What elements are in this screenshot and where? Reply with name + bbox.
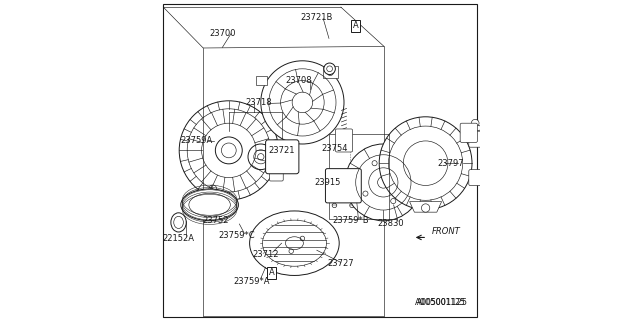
Circle shape (345, 144, 422, 221)
Circle shape (379, 117, 472, 210)
Text: 23718: 23718 (246, 98, 273, 107)
Circle shape (475, 174, 481, 181)
Text: 23915: 23915 (314, 178, 340, 187)
Text: 23759A: 23759A (180, 136, 213, 145)
FancyBboxPatch shape (266, 140, 299, 174)
Circle shape (399, 170, 404, 175)
Circle shape (390, 198, 396, 204)
Circle shape (333, 177, 343, 188)
Text: 23759*C: 23759*C (218, 231, 255, 240)
FancyBboxPatch shape (460, 123, 477, 142)
Bar (256, 76, 268, 85)
Ellipse shape (171, 213, 186, 232)
Circle shape (421, 204, 430, 212)
Text: A005001125: A005001125 (417, 298, 466, 307)
Text: 22152A: 22152A (163, 234, 195, 243)
FancyBboxPatch shape (335, 129, 353, 152)
Circle shape (349, 203, 355, 208)
Bar (323, 66, 338, 78)
Text: 23700: 23700 (209, 29, 236, 38)
Text: A005001125: A005001125 (415, 298, 468, 307)
Text: 23754: 23754 (321, 144, 348, 153)
FancyBboxPatch shape (468, 131, 486, 147)
Ellipse shape (250, 211, 339, 276)
Text: 23708: 23708 (286, 76, 312, 84)
Text: 23759*B: 23759*B (332, 216, 369, 225)
Circle shape (464, 126, 474, 136)
Circle shape (204, 199, 215, 211)
Circle shape (346, 177, 356, 188)
Polygon shape (410, 202, 442, 212)
Circle shape (475, 136, 481, 142)
Text: 23721: 23721 (268, 146, 295, 155)
Circle shape (332, 203, 337, 208)
Text: 23712: 23712 (252, 250, 279, 259)
Text: 23721B: 23721B (301, 13, 333, 22)
Circle shape (471, 119, 479, 127)
Text: 23797: 23797 (438, 159, 465, 168)
Ellipse shape (181, 189, 238, 221)
Text: FRONT: FRONT (431, 227, 460, 236)
Text: A: A (269, 268, 274, 277)
Text: A: A (353, 21, 358, 30)
Text: 23752: 23752 (203, 216, 229, 225)
Circle shape (261, 61, 344, 144)
Circle shape (363, 191, 368, 196)
Circle shape (476, 125, 481, 131)
FancyBboxPatch shape (269, 170, 284, 181)
FancyBboxPatch shape (468, 170, 486, 186)
Text: 23759*A: 23759*A (233, 277, 269, 286)
FancyBboxPatch shape (325, 169, 361, 203)
Circle shape (372, 161, 377, 166)
Text: 23727: 23727 (328, 260, 354, 268)
Bar (329, 134, 389, 219)
Circle shape (324, 63, 335, 75)
Text: 23830: 23830 (377, 220, 404, 228)
